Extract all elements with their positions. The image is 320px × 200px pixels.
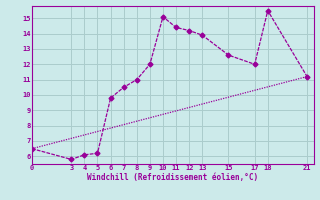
X-axis label: Windchill (Refroidissement éolien,°C): Windchill (Refroidissement éolien,°C) <box>87 173 258 182</box>
